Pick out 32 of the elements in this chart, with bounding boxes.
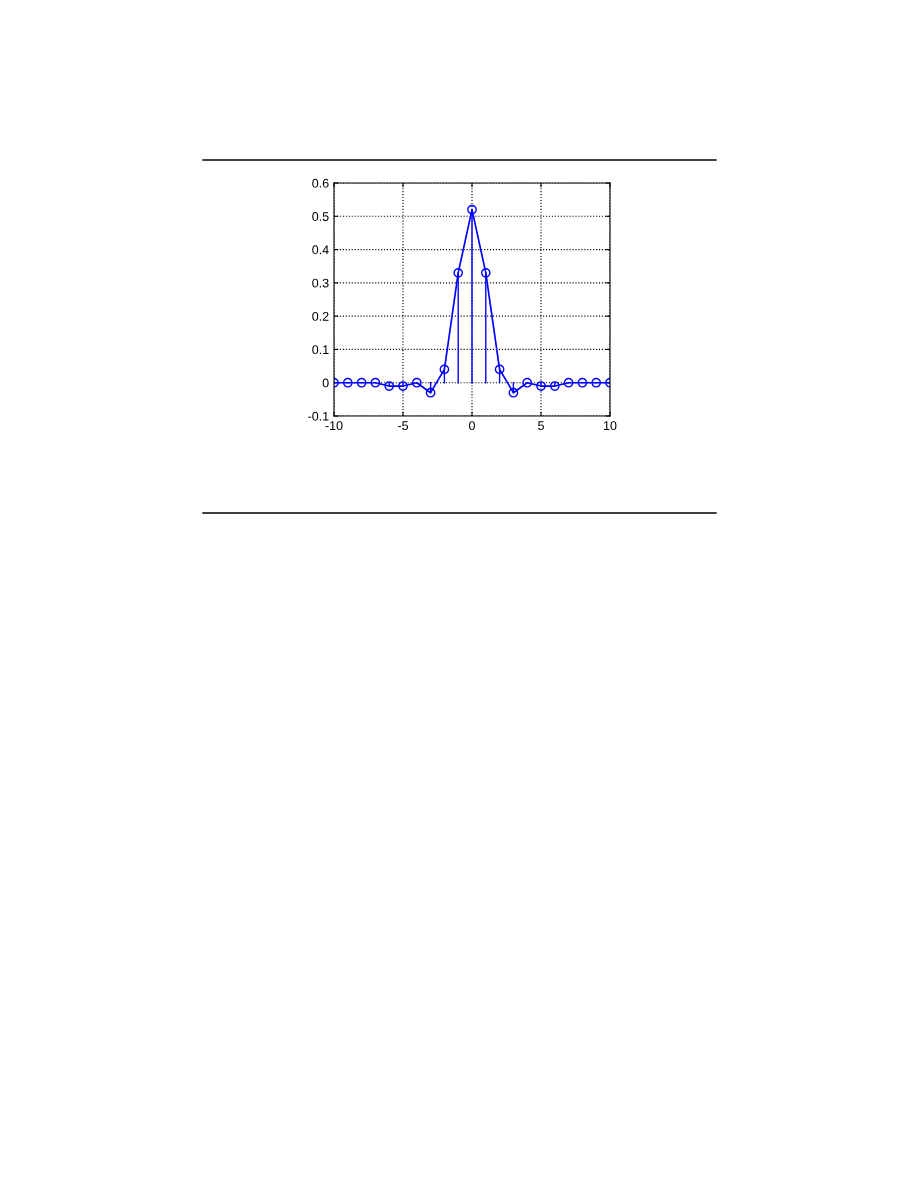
point (591, 377, 602, 388)
y-tick-label: 0.4 (312, 245, 329, 255)
y-tick-label: 0.6 (312, 178, 329, 188)
point (577, 377, 588, 388)
x-tick-label: 0 (469, 421, 475, 431)
x-tick-label: -10 (325, 421, 343, 431)
y-tick-label: 0 (322, 378, 329, 388)
point (549, 381, 560, 391)
point (398, 381, 408, 391)
y-tick-label: 0.2 (312, 311, 329, 321)
point (536, 381, 546, 391)
y-tick-label: -0.1 (308, 411, 329, 421)
point (356, 377, 367, 388)
x-tick-label: -5 (398, 421, 409, 431)
point (522, 377, 533, 388)
point (342, 377, 353, 388)
x-tick-label: 10 (604, 421, 617, 431)
y-tick-label: 0.3 (312, 278, 329, 288)
point (453, 268, 464, 278)
point (411, 377, 422, 388)
point (563, 377, 574, 388)
point (508, 387, 519, 398)
point (425, 387, 436, 398)
x-tick-label: 5 (538, 421, 544, 431)
point (384, 381, 395, 391)
point (439, 364, 450, 375)
point (370, 377, 381, 388)
point (467, 204, 477, 215)
point (480, 268, 491, 278)
point (494, 364, 505, 375)
y-tick-label: 0.1 (312, 345, 329, 355)
y-tick-label: 0.5 (312, 212, 329, 221)
